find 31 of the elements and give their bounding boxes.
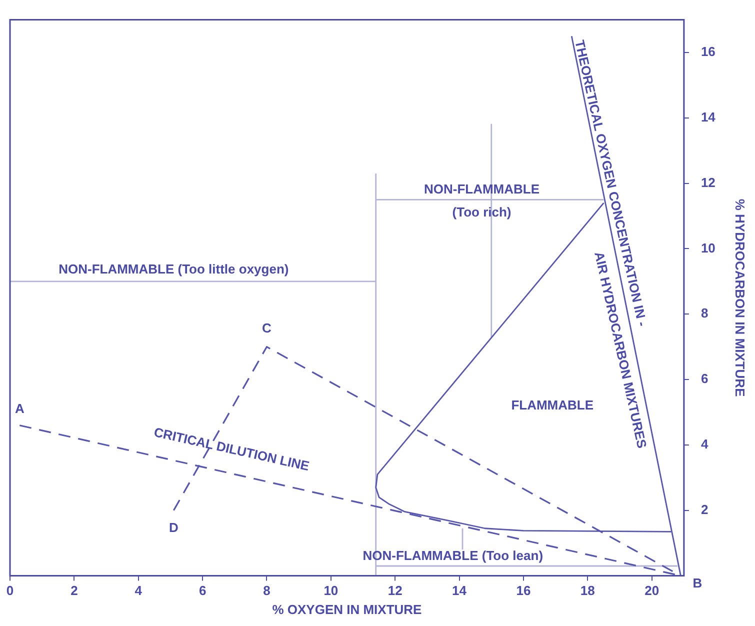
x-tick-label: 20 bbox=[644, 583, 660, 598]
annotation: B bbox=[692, 575, 702, 590]
annotation: (Too rich) bbox=[452, 204, 512, 220]
x-tick-label: 16 bbox=[516, 583, 531, 598]
y-tick-label: 16 bbox=[700, 44, 716, 60]
y-tick-label: 8 bbox=[700, 306, 708, 321]
x-axis-title: % OXYGEN IN MIXTURE bbox=[272, 602, 422, 617]
annotation: NON-FLAMMABLE bbox=[424, 181, 540, 196]
annotation: NON-FLAMMABLE (Too lean) bbox=[362, 548, 544, 563]
annotation: NON-FLAMMABLE (Too little oxygen) bbox=[58, 262, 289, 277]
y-tick-label: 14 bbox=[700, 109, 716, 124]
annotation: FLAMMABLE bbox=[511, 397, 594, 412]
x-tick-label: 0 bbox=[6, 583, 14, 598]
y-tick-label: 10 bbox=[700, 240, 716, 256]
x-tick-label: 8 bbox=[263, 583, 270, 598]
y-tick-label: 2 bbox=[700, 502, 708, 517]
x-tick-label: 6 bbox=[198, 583, 206, 598]
annotation: CRITICAL DILUTION LINE bbox=[152, 424, 312, 474]
x-tick-label: 4 bbox=[134, 583, 143, 598]
y-axis-title: % HYDROCARBON IN MIXTURE bbox=[732, 198, 748, 398]
x-tick-label: 12 bbox=[388, 583, 402, 598]
x-tick-label: 18 bbox=[580, 583, 595, 598]
annotation: C bbox=[262, 320, 272, 336]
x-tick-label: 2 bbox=[70, 583, 78, 598]
y-tick-label: 6 bbox=[700, 371, 708, 386]
annotation: D bbox=[168, 520, 178, 535]
annotation: A bbox=[14, 400, 25, 416]
y-tick-label: 4 bbox=[700, 436, 709, 452]
y-tick-label: 12 bbox=[700, 174, 716, 190]
x-tick-label: 14 bbox=[452, 583, 468, 598]
x-tick-label: 10 bbox=[324, 583, 338, 598]
